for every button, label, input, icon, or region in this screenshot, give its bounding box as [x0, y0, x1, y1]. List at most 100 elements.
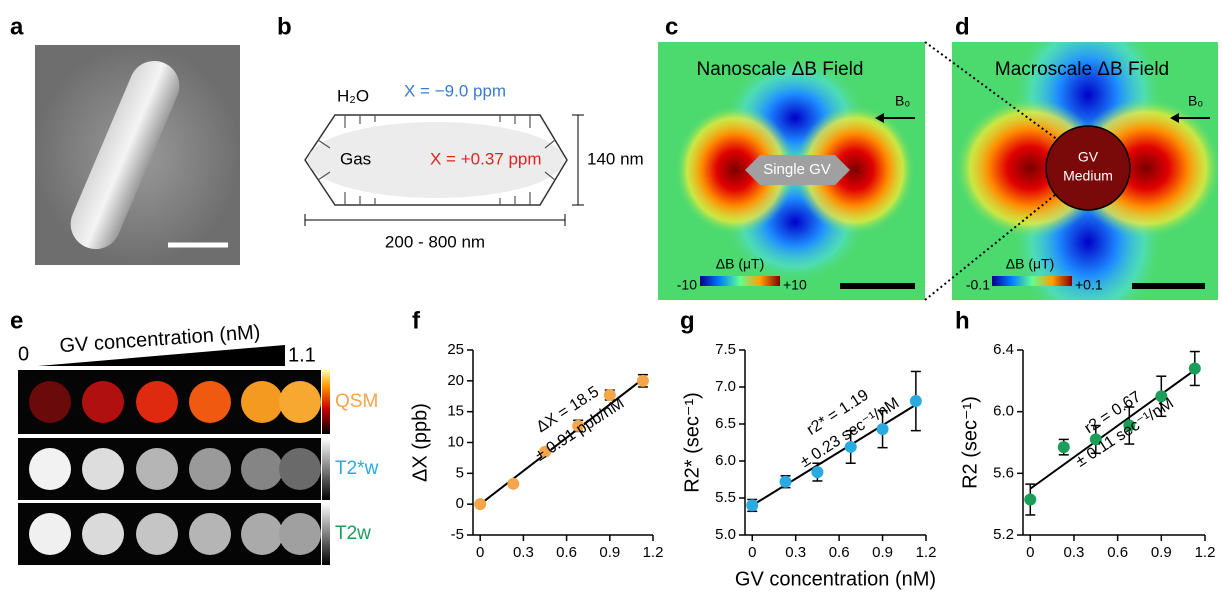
y-tick-label: 5.5 — [715, 489, 736, 506]
fit-line — [1029, 369, 1196, 490]
panel-label: g — [680, 307, 695, 334]
data-point — [811, 466, 824, 479]
panel-label: b — [277, 13, 292, 40]
colorbar — [322, 438, 330, 500]
sample-well — [82, 513, 124, 555]
label: Single GV — [763, 161, 831, 178]
label: 140 nm — [587, 149, 644, 168]
em-image — [35, 45, 240, 265]
colorbar-max: +10 — [783, 277, 807, 293]
label: Medium — [1063, 168, 1113, 184]
panel-label: d — [955, 13, 970, 40]
sample-well — [189, 448, 231, 490]
gv-diagram — [304, 114, 584, 226]
panel-label: c — [665, 13, 678, 40]
data-point — [876, 423, 889, 436]
panel-title: Macroscale ΔB Field — [995, 59, 1169, 80]
y-tick-label: 10 — [447, 433, 464, 450]
sample-well — [136, 381, 178, 423]
label: 200 - 800 nm — [385, 232, 485, 251]
panel-label: h — [955, 307, 970, 334]
wedge — [38, 345, 285, 366]
fit-line — [751, 403, 917, 507]
y-tick-label: 7.5 — [715, 341, 736, 358]
data-point — [572, 419, 585, 432]
x-tick-label: 0.6 — [556, 544, 577, 561]
field-map — [952, 42, 1218, 300]
x-tick-label: 0.3 — [1064, 544, 1085, 561]
sample-well — [241, 513, 283, 555]
y-axis-label: R2 (sec⁻¹) — [959, 396, 981, 489]
x-tick-label: 0.6 — [1107, 544, 1128, 561]
mri-images: QSM T2*w T2w — [18, 370, 379, 565]
data-point — [1155, 390, 1168, 403]
data-point — [1089, 433, 1102, 446]
x-axis-label: GV concentration (nM) — [735, 568, 936, 590]
sample-well — [136, 513, 178, 555]
sample-well — [82, 381, 124, 423]
y-tick-label: -5 — [451, 526, 464, 543]
x-tick-label: 1.2 — [1195, 544, 1216, 561]
data-point — [603, 389, 616, 402]
colorbar-min: -0.1 — [966, 277, 990, 293]
y-tick-label: 6.5 — [715, 415, 736, 432]
sample-well — [29, 381, 71, 423]
panel-title: Nanoscale ΔB Field — [697, 59, 864, 80]
data-point — [1057, 441, 1070, 454]
colorbar-label: ΔB (μT) — [1006, 256, 1055, 272]
y-tick-label: 7.0 — [715, 378, 736, 395]
y-tick-label: 5.0 — [715, 526, 736, 543]
x-tick-label: 0.3 — [513, 544, 534, 561]
label: B₀ — [1188, 93, 1203, 109]
sample-well — [279, 448, 321, 490]
label: Χ = +0.37 ppm — [430, 149, 542, 168]
x-tick-label: 0.9 — [1151, 544, 1172, 561]
panel-label: a — [10, 13, 24, 40]
y-tick-label: 15 — [447, 403, 464, 420]
sample-well — [189, 513, 231, 555]
chart: 5.25.66.06.40 0.3 0.6 0.9 1.2R2 (sec⁻¹) r2 = … — [959, 341, 1215, 561]
y-tick-label: 6.0 — [993, 403, 1014, 420]
x-tick-label: 0.6 — [829, 544, 850, 561]
sample-well — [136, 448, 178, 490]
colorbar — [322, 370, 330, 434]
sample-well — [189, 381, 231, 423]
x-tick-label: 1.2 — [643, 544, 664, 561]
panel-label: e — [10, 307, 23, 334]
chart: 5.0 5.5 6.0 6.5 7.0 7.5 0 0.3 0.6 0.9 1.2 R2* (sec⁻… — [681, 341, 936, 590]
y-tick-label: 25 — [447, 341, 464, 358]
sample-well — [241, 448, 283, 490]
y-tick-label: 0 — [456, 495, 464, 512]
label: GV — [1078, 149, 1099, 165]
data-point — [909, 395, 922, 408]
x-tick-label: 0.9 — [599, 544, 620, 561]
label: Χ = −9.0 ppm — [404, 81, 506, 100]
x-tick-label: 0 — [476, 544, 484, 561]
data-point — [844, 440, 857, 453]
colorbar-label: ΔB (μT) — [716, 256, 765, 272]
y-axis-label: R2* (sec⁻¹) — [681, 392, 703, 493]
field-map — [658, 42, 925, 300]
label: B₀ — [895, 93, 910, 109]
sample-well — [279, 381, 321, 423]
y-tick-label: 5 — [456, 464, 464, 481]
colorbar — [322, 503, 330, 565]
x-tick-label: 0.9 — [872, 544, 893, 561]
colorbar-max: +0.1 — [1075, 277, 1103, 293]
y-tick-label: 5.6 — [993, 464, 1014, 481]
data-point — [507, 477, 520, 490]
y-tick-label: 5.2 — [993, 526, 1014, 543]
row-label: T2*w — [335, 458, 379, 479]
x-tick-label: 0 — [748, 544, 756, 561]
sample-well — [241, 381, 283, 423]
label: 0 — [18, 343, 29, 365]
sample-well — [279, 513, 321, 555]
panel-label: f — [412, 307, 421, 334]
sample-well — [29, 448, 71, 490]
y-axis-label: ΔΧ (ppb) — [409, 403, 431, 482]
data-point — [539, 445, 551, 458]
sample-well — [29, 513, 71, 555]
